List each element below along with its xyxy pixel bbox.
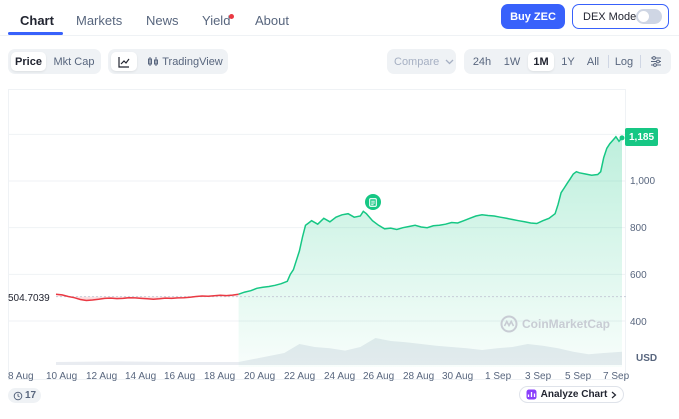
range-24h[interactable]: 24h [472,55,492,68]
start-price-label: 504.7039 [8,293,50,304]
x-tick: 5 Sep [565,371,592,382]
active-tab-indicator [8,32,63,35]
compare-dropdown[interactable]: Compare [387,49,456,74]
events-badge[interactable]: 17 [8,388,41,403]
price-line-up [238,135,623,295]
chart-frame [8,89,626,380]
chart-type-switch: TradingView [108,49,228,74]
currency-label: USD [636,353,658,364]
range-switch: 24h 1W 1M 1Y All Log [464,49,671,74]
range-1y[interactable]: 1Y [561,55,575,68]
tab-news[interactable]: News [146,13,179,28]
range-divider [608,55,609,68]
coinmarketcap-watermark: CoinMarketCap [500,315,610,333]
top-nav: Chart Markets News Yield About Buy ZEC D… [0,0,679,36]
buy-button[interactable]: Buy ZEC [501,4,565,29]
x-tick: 3 Sep [525,371,552,382]
x-tick: 1 Sep [485,371,512,382]
x-tick: 8 Aug [8,371,34,382]
tab-price[interactable]: Price [11,52,46,71]
x-tick: 26 Aug [363,371,395,382]
y-tick-400: 400 [630,317,647,328]
x-tick: 18 Aug [204,371,236,382]
dex-mode-toggle[interactable] [636,9,662,24]
y-tick-600: 600 [630,270,647,281]
range-1w[interactable]: 1W [503,55,521,68]
log-divider [640,55,641,68]
compare-label: Compare [394,55,440,68]
chevron-down-icon [445,59,454,64]
metric-switch: Price Mkt Cap [8,49,101,74]
price-line-down [55,293,239,302]
x-tick: 24 Aug [324,371,356,382]
analyze-chart-label: Analyze Chart [540,389,608,400]
price-area-fill-down [56,294,239,301]
range-all[interactable]: All [586,55,600,68]
tradingview-label: TradingView [162,55,223,68]
line-chart-icon [118,56,130,68]
analyze-chart-button[interactable]: Analyze Chart [519,386,624,403]
y-tick-800: 800 [630,223,647,234]
ai-analyze-icon [526,389,537,400]
document-icon [369,197,377,207]
events-count: 17 [24,390,37,401]
watermark-text: CoinMarketCap [522,317,611,331]
tab-mkt-cap[interactable]: Mkt Cap [53,55,95,68]
sliders-icon [651,56,661,67]
yield-notification-dot [229,14,234,19]
tab-about[interactable]: About [255,13,289,28]
dex-mode-button[interactable]: DEX Mode [572,4,669,29]
x-tick: 30 Aug [442,371,474,382]
x-tick: 10 Aug [46,371,78,382]
current-price-tag: 1,185 [625,128,658,146]
line-chart-button[interactable] [111,52,137,71]
x-tick: 28 Aug [403,371,435,382]
clock-history-icon [13,391,23,400]
x-tick: 22 Aug [284,371,316,382]
candlestick-icon [148,57,159,66]
news-marker[interactable] [365,194,381,210]
tab-markets[interactable]: Markets [76,13,123,28]
tab-chart[interactable]: Chart [20,13,54,28]
cmc-logo-icon [500,315,518,333]
x-tick: 12 Aug [86,371,118,382]
log-scale-button[interactable]: Log [614,55,634,68]
range-1m[interactable]: 1M [528,52,554,71]
x-tick: 20 Aug [244,371,276,382]
chart-settings-button[interactable] [644,52,668,71]
x-tick: 7 Sep [603,371,630,382]
y-tick-1000: 1,000 [630,176,656,187]
price-area-fill [238,136,623,367]
x-tick: 14 Aug [125,371,157,382]
x-tick: 16 Aug [164,371,196,382]
dex-mode-label: DEX Mode [583,10,637,23]
current-price-dot [619,135,625,141]
chevron-right-icon [611,391,617,398]
tab-yield[interactable]: Yield [202,13,231,28]
tradingview-button[interactable]: TradingView [144,52,226,71]
